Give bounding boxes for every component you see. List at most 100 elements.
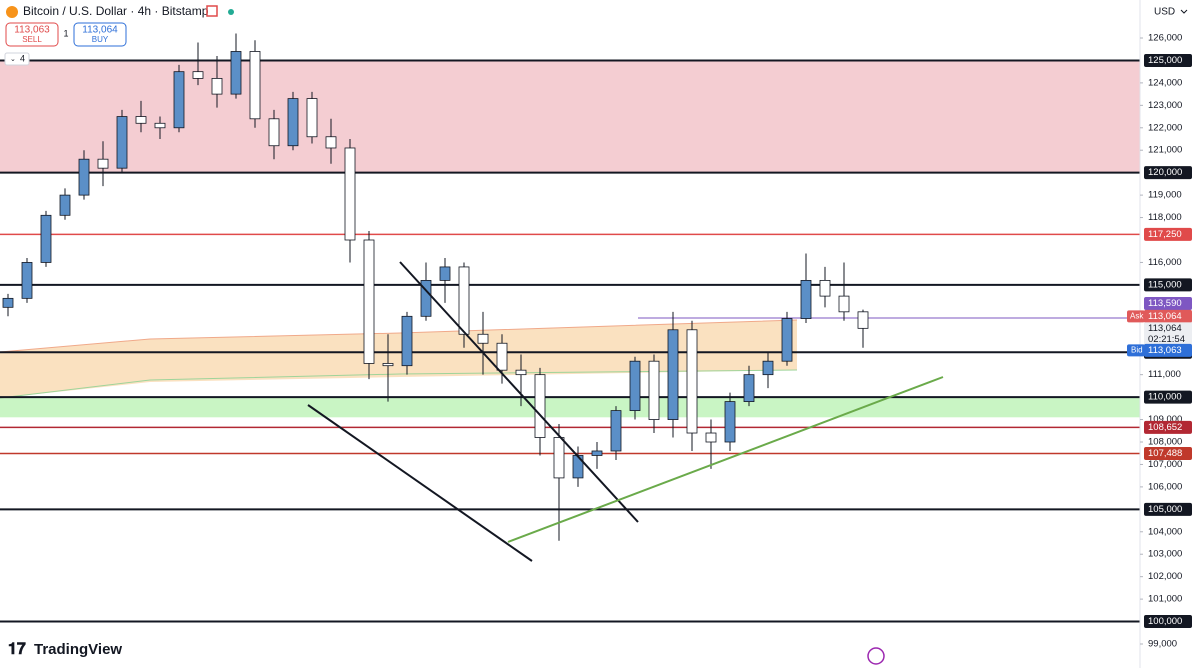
price-label: 110,000: [1148, 392, 1182, 403]
candle-body: [135, 116, 147, 124]
zones: [0, 60, 1140, 418]
y-tick-label: 103,000: [1148, 549, 1182, 560]
candle-body: [78, 158, 90, 196]
y-tick-label: 111,000: [1148, 369, 1181, 380]
candle-body: [344, 147, 356, 241]
y-tick-label: 122,000: [1148, 122, 1182, 133]
flag-icon[interactable]: [206, 5, 218, 17]
y-tick-label: 121,000: [1148, 145, 1182, 156]
candle-body: [211, 78, 223, 95]
candle-body: [800, 279, 812, 319]
y-tick-label: 123,000: [1148, 100, 1182, 111]
zone: [0, 397, 1140, 418]
price-label-bg: [1144, 343, 1192, 357]
currency[interactable]: USD: [1154, 7, 1175, 18]
price-label: 107,488: [1148, 448, 1182, 459]
candle-body: [325, 136, 337, 149]
candle-body: [59, 194, 71, 216]
price-label-bg: [1144, 166, 1192, 180]
candle-body: [40, 214, 52, 263]
candle-body: [534, 374, 546, 438]
y-tick-label: 109,000: [1148, 414, 1182, 425]
candle-body: [591, 450, 603, 456]
indicator-count: 4: [20, 53, 25, 63]
buy-price: 113,064: [82, 25, 118, 36]
candle-body: [819, 279, 831, 297]
buy-button[interactable]: [73, 22, 127, 47]
candle-body: [420, 279, 432, 317]
y-tick-label: 118,000: [1148, 212, 1182, 223]
price-label-bg: [1144, 615, 1192, 629]
y-tick-label: 126,000: [1148, 33, 1182, 44]
ask-tag: Ask: [1130, 311, 1144, 320]
trend-line: [507, 376, 944, 543]
price-label-bg: [1144, 420, 1192, 434]
buy-label: BUY: [92, 35, 109, 44]
candle-body: [97, 158, 109, 169]
candle-body: [553, 437, 565, 479]
candle-body: [154, 122, 166, 129]
sell-price: 113,063: [14, 25, 50, 36]
y-tick-label: 108,000: [1148, 437, 1182, 448]
candle-body: [743, 374, 755, 402]
assistant-icon[interactable]: [867, 647, 885, 665]
price-label: 115,000: [1148, 279, 1182, 290]
bid-tag: Bid: [1131, 345, 1143, 354]
ma-line: [0, 369, 798, 399]
countdown: 02:21:54: [1148, 334, 1185, 345]
ma-line: [0, 319, 798, 353]
symbol-title: Bitcoin / U.S. Dollar · 4h · Bitstamp: [23, 4, 209, 18]
price-label: 113,063: [1148, 345, 1182, 356]
candle-body: [838, 295, 850, 313]
y-tick-label: 116,000: [1148, 257, 1182, 268]
candle-body: [21, 262, 33, 299]
price-label-bg: [1144, 53, 1192, 67]
levels: [0, 59, 1140, 623]
candle-body: [705, 432, 717, 443]
candle-body: [629, 360, 641, 411]
candle-body: [192, 71, 204, 79]
price-label: 120,000: [1148, 167, 1182, 178]
y-tick-label: 99,000: [1148, 639, 1177, 650]
price-label: 100,000: [1148, 616, 1182, 627]
candle-body: [230, 51, 242, 95]
indicator-toggle[interactable]: [4, 52, 30, 66]
candle-body: [287, 98, 299, 147]
candle-body: [781, 318, 793, 362]
candle-body: [2, 297, 14, 308]
candle-body: [724, 401, 736, 443]
y-tick-label: 101,000: [1148, 594, 1182, 605]
candle-body: [762, 360, 774, 376]
y-tick-label: 119,000: [1148, 190, 1182, 201]
candle-body: [382, 363, 394, 367]
price-label: 113,590: [1148, 298, 1182, 309]
price-label: 105,000: [1148, 504, 1182, 515]
price-label: 125,000: [1148, 55, 1182, 66]
currency-chevron: [1180, 9, 1188, 14]
price-label-bg: [1144, 390, 1192, 404]
candle-body: [268, 118, 280, 147]
zone: [0, 60, 1140, 173]
bid-tag-bg: [1127, 344, 1145, 357]
candle-body: [610, 410, 622, 452]
y-tick-label: 107,000: [1148, 459, 1182, 470]
price-label-bg: [1144, 278, 1192, 292]
price-label: 108,652: [1148, 422, 1182, 433]
price-label-bg: [1144, 309, 1192, 323]
candle-body: [363, 239, 375, 364]
brand-logo: 𝟏𝟕: [8, 641, 26, 658]
candle-body: [439, 266, 451, 281]
sell-button[interactable]: [5, 22, 59, 47]
trend-line: [399, 261, 639, 523]
y-tick-label: 102,000: [1148, 571, 1182, 582]
status-dot: [228, 9, 234, 15]
last-price-bg: [1144, 322, 1192, 346]
brand: TradingView: [34, 641, 122, 658]
last-price: 113,064: [1148, 323, 1182, 334]
price-axis: 126,000 124,000 123,000 122,000 121,000 119,0…: [1127, 0, 1192, 668]
candle-body: [401, 315, 413, 367]
candle-body: [249, 51, 261, 120]
candle-body: [477, 333, 489, 344]
